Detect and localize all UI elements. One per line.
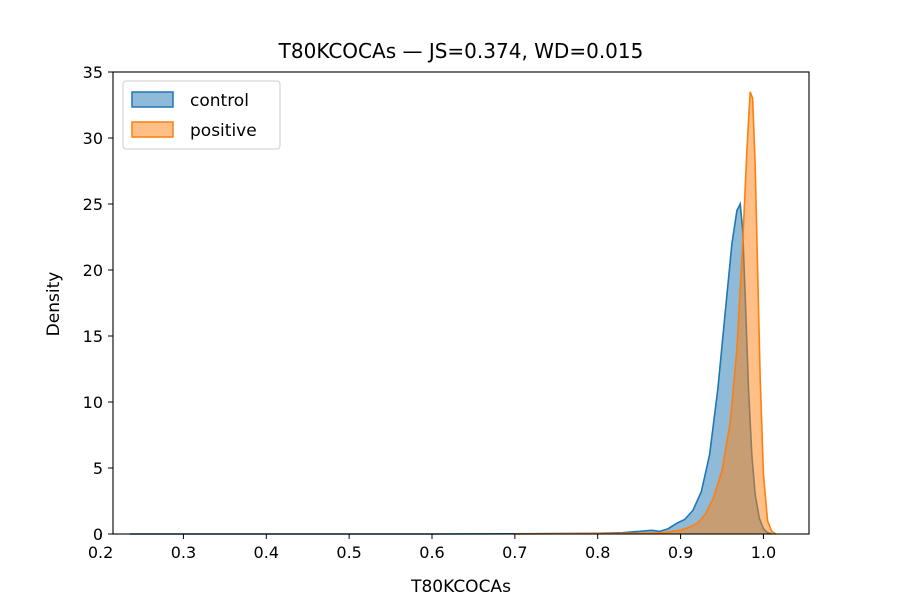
legend-swatch-control bbox=[131, 91, 174, 108]
y-tick-label: 10 bbox=[83, 393, 103, 412]
x-tick-label: 0.3 bbox=[171, 543, 196, 562]
legend-label-positive: positive bbox=[190, 121, 257, 141]
series-positive-area bbox=[514, 91, 776, 535]
x-axis-title: T80KCOCAs bbox=[410, 577, 511, 597]
x-tick-label: 1.0 bbox=[751, 543, 776, 562]
y-tick-label: 25 bbox=[83, 195, 103, 214]
y-axis-title: Density bbox=[44, 272, 64, 337]
chart-title: T80KCOCAs — JS=0.374, WD=0.015 bbox=[278, 39, 644, 63]
y-tick-label: 20 bbox=[83, 261, 103, 280]
y-tick-label: 15 bbox=[83, 327, 103, 346]
x-tick-label: 0.9 bbox=[668, 543, 693, 562]
y-axis-ticks: 0 5 10 15 20 25 30 35 bbox=[83, 63, 113, 544]
series-control-area bbox=[129, 204, 772, 534]
y-tick-label: 35 bbox=[83, 63, 103, 82]
x-tick-label: 0.7 bbox=[502, 543, 527, 562]
legend-swatch-positive bbox=[131, 121, 174, 138]
x-tick-label: 0.2 bbox=[88, 543, 113, 562]
legend: control positive bbox=[122, 80, 281, 150]
plot-area bbox=[112, 71, 810, 535]
legend-label-control: control bbox=[190, 91, 249, 111]
y-tick-label: 0 bbox=[93, 525, 103, 544]
y-tick-label: 5 bbox=[93, 459, 103, 478]
x-tick-label: 0.4 bbox=[254, 543, 279, 562]
x-tick-label: 0.6 bbox=[419, 543, 444, 562]
plot-frame bbox=[112, 71, 810, 535]
x-tick-label: 0.8 bbox=[585, 543, 610, 562]
y-tick-label: 30 bbox=[83, 129, 103, 148]
x-axis-ticks: 0.2 0.3 0.4 0.5 0.6 0.7 0.8 0.9 1.0 bbox=[88, 534, 776, 562]
x-tick-label: 0.5 bbox=[336, 543, 361, 562]
series-positive-line bbox=[514, 91, 777, 535]
